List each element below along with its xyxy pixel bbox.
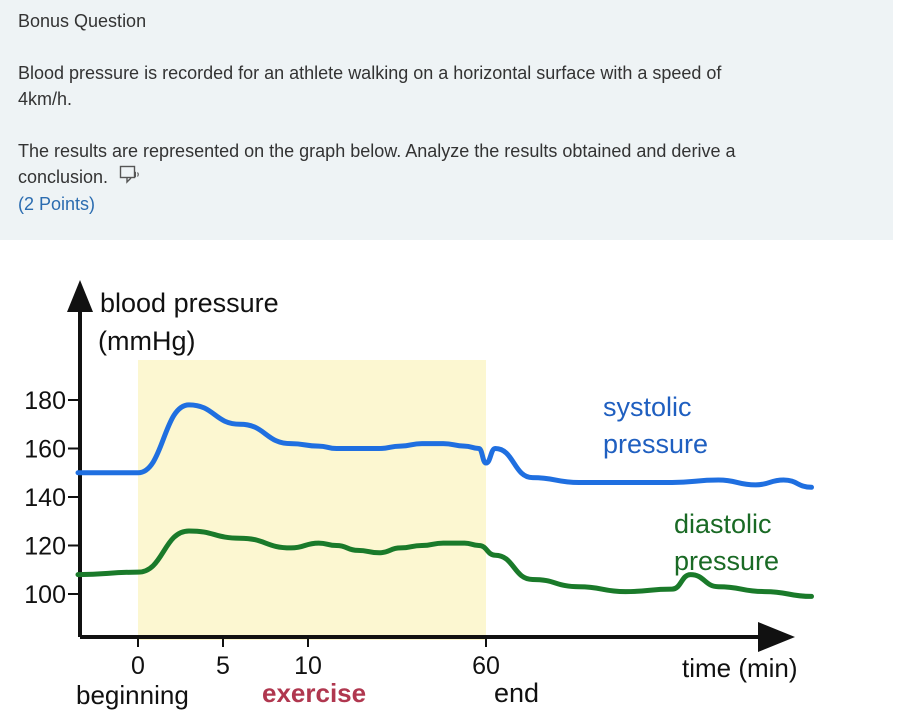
question-prompt-line-1b: 4km/h. bbox=[18, 89, 73, 109]
exercise-highlight bbox=[138, 360, 486, 640]
graph-image: 180 160 140 120 100 0 5 10 60 blood pressure (m… bbox=[0, 242, 890, 720]
x-axis-label: time (min) bbox=[682, 653, 798, 683]
systolic-label-1: systolic bbox=[603, 392, 692, 422]
question-prompt-line-2b-wrap: conclusion. bbox=[18, 164, 848, 192]
y-axis-arrow bbox=[67, 280, 93, 312]
x-tick-label: 5 bbox=[216, 652, 230, 680]
annotation-beginning: beginning bbox=[76, 680, 189, 710]
immersive-reader-icon[interactable] bbox=[119, 164, 141, 192]
question-prompt-line-2b: conclusion. bbox=[18, 167, 109, 187]
blood-pressure-chart: 180 160 140 120 100 0 5 10 60 blood pressure (m… bbox=[24, 280, 814, 710]
question-prompt-line-1: Blood pressure is recorded for an athlet… bbox=[18, 63, 722, 83]
x-tick-label: 0 bbox=[131, 652, 145, 680]
systolic-label-2: pressure bbox=[603, 429, 708, 459]
x-axis-arrow bbox=[758, 622, 795, 652]
points-label: (2 Points) bbox=[18, 194, 96, 214]
annotation-exercise: exercise bbox=[262, 678, 366, 708]
diastolic-label-2: pressure bbox=[674, 546, 779, 576]
y-tick-label: 140 bbox=[24, 484, 66, 512]
annotation-end: end bbox=[494, 678, 539, 708]
diastolic-label-1: diastolic bbox=[674, 509, 772, 539]
y-axis-label-1: blood pressure bbox=[100, 288, 279, 318]
x-tick-label: 10 bbox=[294, 652, 322, 680]
y-tick-label: 120 bbox=[24, 533, 66, 561]
diastolic-pressure-line bbox=[75, 528, 814, 599]
systolic-pressure-line bbox=[75, 402, 814, 490]
y-tick-label: 180 bbox=[24, 387, 66, 415]
y-tick-label: 160 bbox=[24, 436, 66, 464]
y-axis-label-2: (mmHg) bbox=[98, 326, 195, 356]
series-group bbox=[75, 402, 814, 599]
question-prompt-line-2: The results are represented on the graph… bbox=[18, 141, 736, 161]
x-tick-label: 60 bbox=[472, 652, 500, 680]
y-ticks: 180 160 140 120 100 bbox=[24, 387, 80, 609]
x-ticks: 0 5 10 60 bbox=[131, 637, 500, 680]
question-card: Bonus Question Blood pressure is recorde… bbox=[0, 0, 893, 240]
question-title: Bonus Question bbox=[18, 11, 147, 31]
y-tick-label: 100 bbox=[24, 581, 66, 609]
